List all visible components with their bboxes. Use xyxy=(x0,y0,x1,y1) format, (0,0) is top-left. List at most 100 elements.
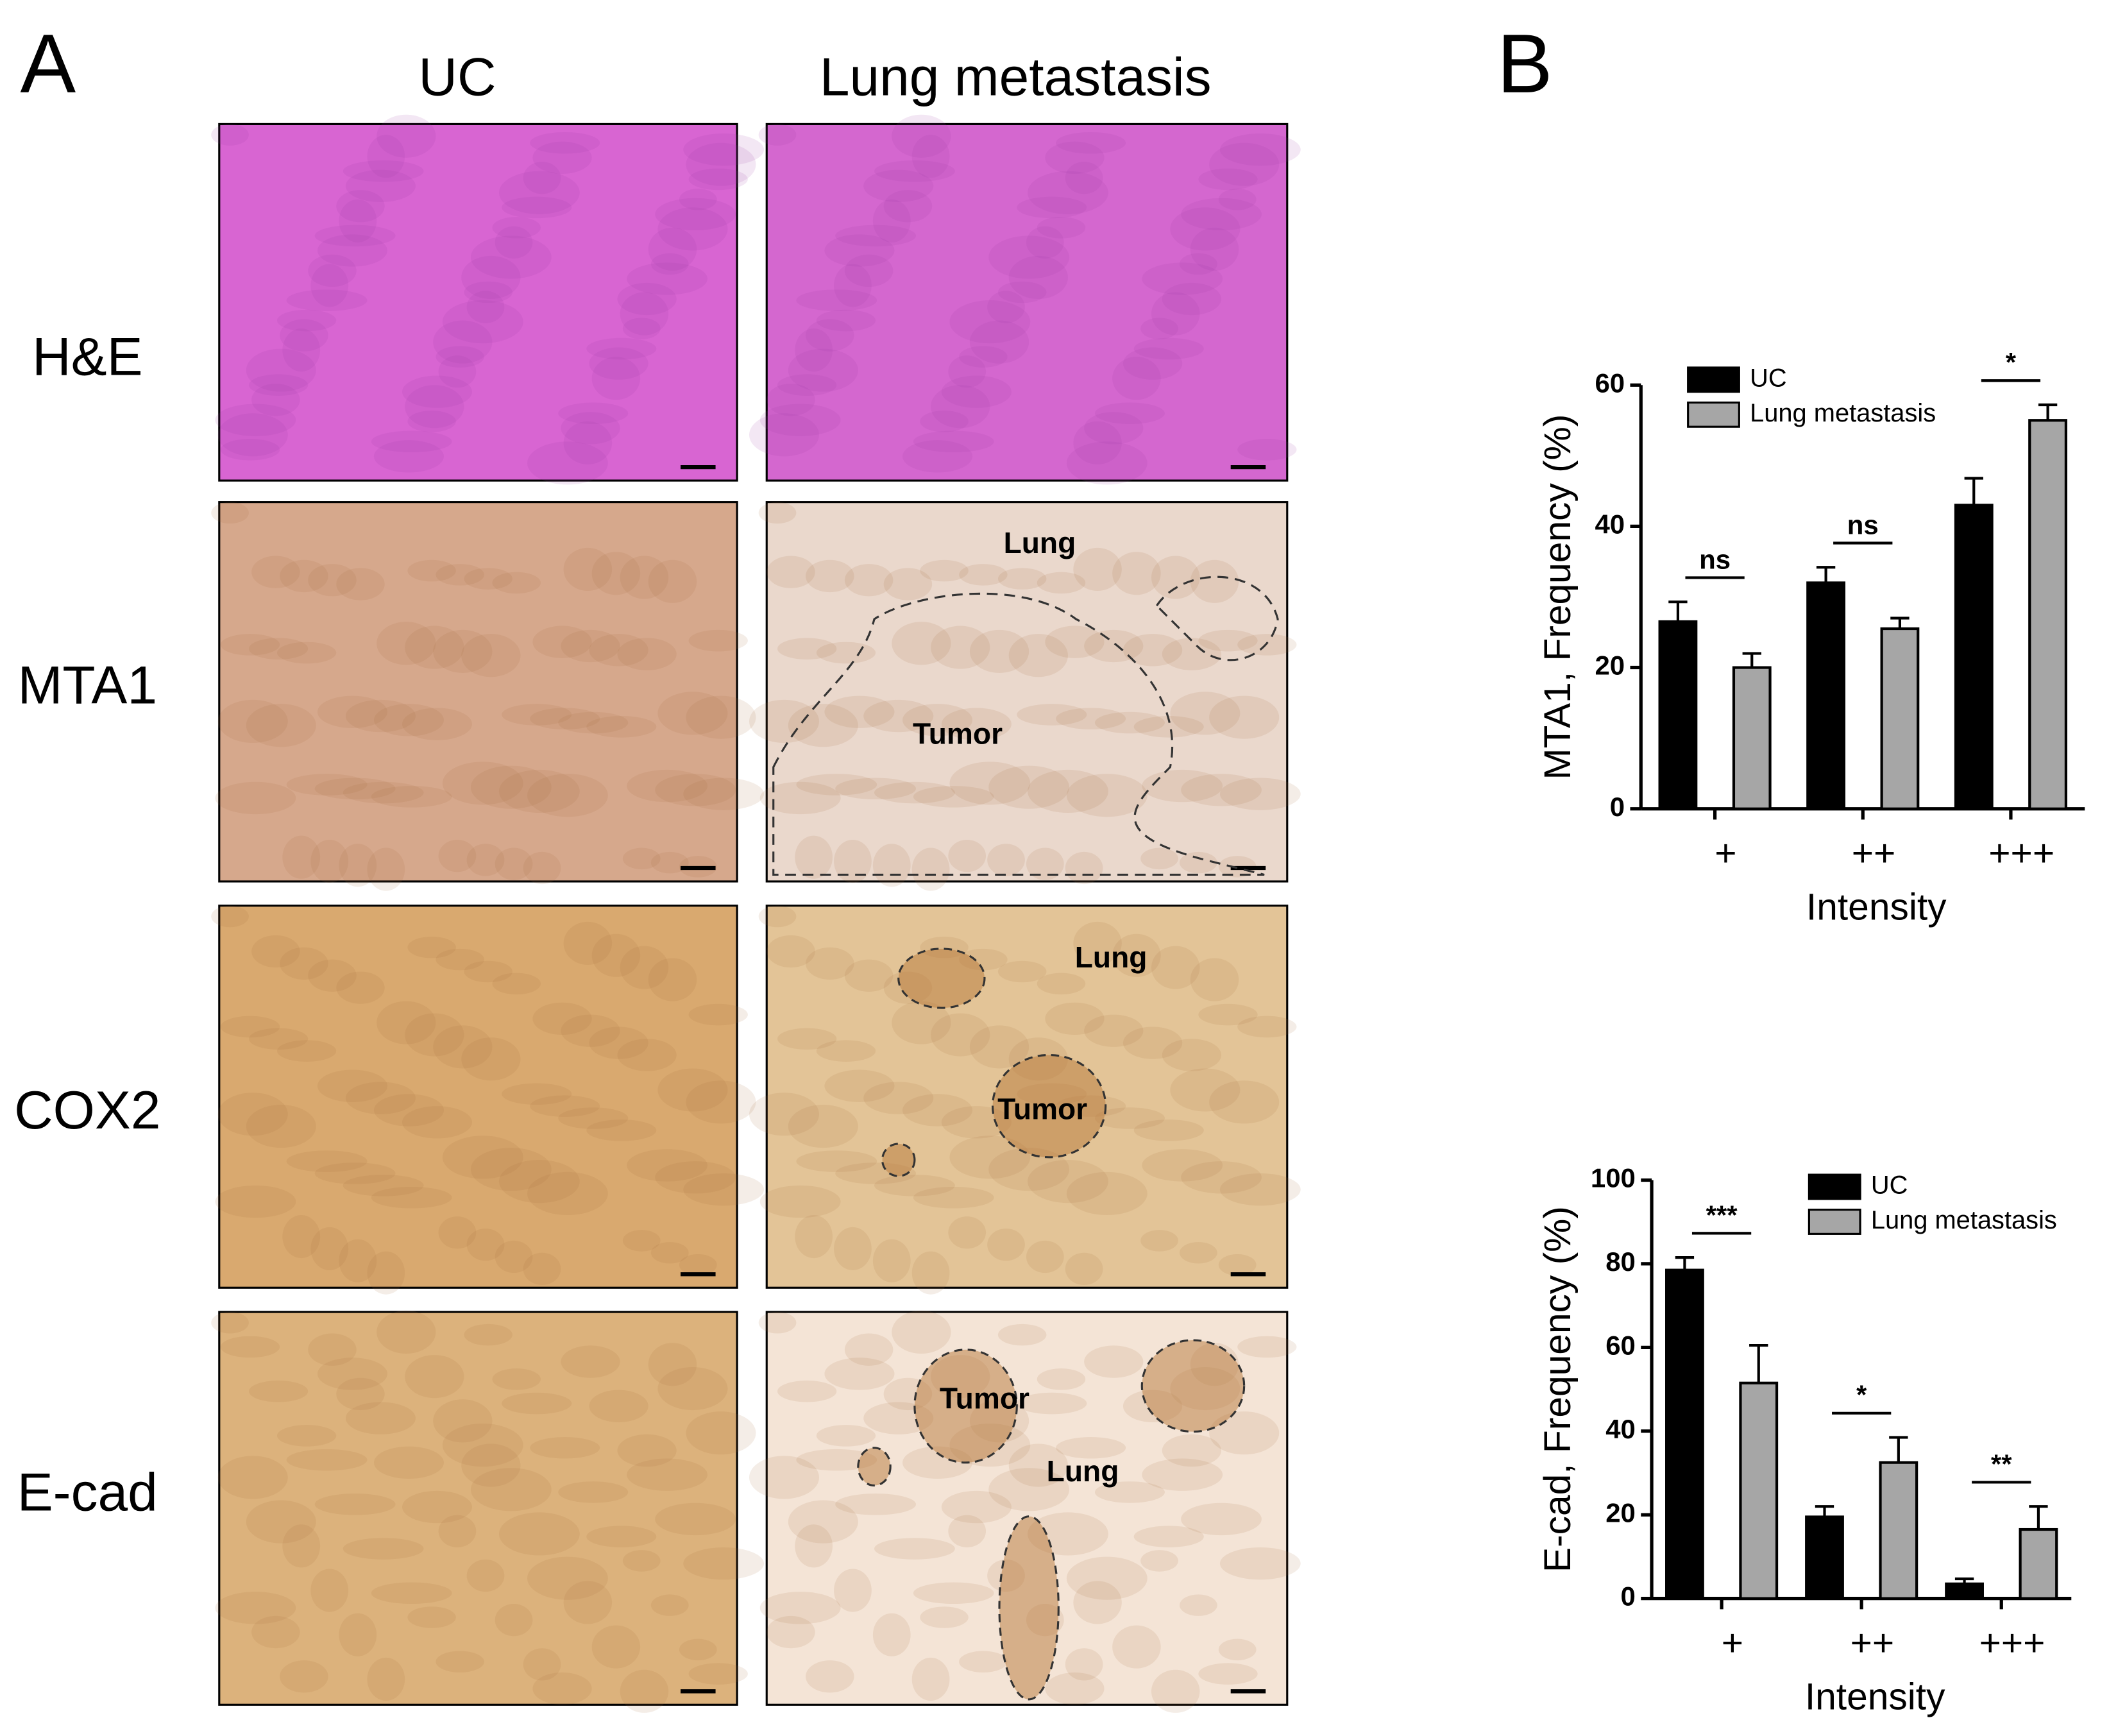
tissue-texture xyxy=(405,1355,464,1399)
tissue-texture xyxy=(433,1025,493,1069)
tissue-texture xyxy=(872,844,911,887)
tissue-texture xyxy=(1198,1003,1258,1026)
tissue-texture xyxy=(523,851,561,885)
tissue-texture xyxy=(1065,162,1103,194)
tissue-texture xyxy=(464,568,512,590)
tissue-texture xyxy=(997,281,1047,303)
tissue-texture xyxy=(959,346,1008,368)
tissue-texture xyxy=(627,769,707,803)
y-tick-label: 40 xyxy=(1595,509,1625,539)
tissue-texture xyxy=(844,1333,894,1366)
tissue-texture xyxy=(683,133,765,166)
tissue-texture xyxy=(788,1500,858,1544)
legend-label: UC xyxy=(1750,364,1787,392)
tissue-texture xyxy=(532,1002,592,1035)
tissue-texture xyxy=(874,1175,955,1196)
tissue-texture xyxy=(796,774,877,796)
tissue-texture xyxy=(941,708,1012,740)
tissue-texture xyxy=(466,1559,505,1592)
tumor-outline xyxy=(1140,1339,1246,1433)
tissue-texture xyxy=(563,1581,613,1624)
bar xyxy=(1954,504,1994,810)
image-annotation: Tumor xyxy=(997,1093,1087,1126)
row-label: COX2 xyxy=(14,1080,160,1140)
tissue-texture xyxy=(1142,1458,1223,1491)
column-header: UC xyxy=(418,46,496,106)
tissue-texture xyxy=(959,564,1008,586)
image-annotation: Lung xyxy=(1075,940,1148,974)
tissue-image xyxy=(218,123,738,482)
tissue-texture xyxy=(1237,1016,1297,1038)
tissue-texture xyxy=(1209,1411,1280,1455)
tissue-texture xyxy=(679,1254,717,1276)
tissue-texture xyxy=(1065,851,1103,885)
tissue-texture xyxy=(1056,1437,1126,1459)
tissue-texture xyxy=(589,347,648,380)
tissue-texture xyxy=(1026,1240,1064,1273)
tissue-texture xyxy=(530,1437,600,1459)
tissue-texture xyxy=(1084,412,1144,445)
tissue-texture xyxy=(872,1239,911,1282)
tissue-texture xyxy=(558,402,629,425)
tissue-texture xyxy=(988,1148,1070,1191)
tissue-texture xyxy=(371,430,452,453)
tissue-texture xyxy=(655,774,736,806)
tissue-texture xyxy=(217,1456,288,1499)
tissue-texture xyxy=(796,1449,877,1471)
tissue-texture xyxy=(863,1082,934,1114)
tissue-texture xyxy=(373,440,444,473)
tissue-texture xyxy=(816,1425,876,1447)
tissue-texture xyxy=(1017,1392,1087,1415)
tissue-texture xyxy=(1181,1502,1262,1536)
tissue-texture xyxy=(1190,958,1239,1001)
tissue-texture xyxy=(280,947,328,980)
tissue-texture xyxy=(997,960,1047,983)
tissue-texture xyxy=(806,1660,854,1693)
tissue-texture xyxy=(407,559,456,582)
tissue-texture xyxy=(377,622,436,665)
tissue-texture xyxy=(336,568,385,600)
tissue-texture xyxy=(495,1240,533,1273)
tissue-texture xyxy=(824,234,895,267)
tissue-texture xyxy=(931,625,990,669)
tissue-texture xyxy=(657,1366,728,1411)
tissue-texture xyxy=(527,1556,608,1600)
tissue-texture xyxy=(495,847,533,880)
tissue-texture xyxy=(795,835,833,879)
tissue-texture xyxy=(835,778,917,800)
tissue-texture xyxy=(892,114,951,158)
tissue-texture xyxy=(1170,207,1241,251)
tissue-texture xyxy=(308,959,357,992)
tissue-texture xyxy=(1180,1241,1217,1264)
tissue-texture xyxy=(438,355,477,388)
tissue-texture xyxy=(436,564,484,586)
tissue-image xyxy=(218,501,738,883)
tissue-texture xyxy=(1237,439,1297,461)
y-tick-label: 20 xyxy=(1595,651,1625,681)
row-label: H&E xyxy=(32,327,142,387)
tissue-texture xyxy=(622,318,661,339)
tissue-texture xyxy=(282,1215,321,1259)
tissue-texture xyxy=(911,1251,950,1295)
tissue-texture xyxy=(367,847,405,891)
tissue-texture xyxy=(620,292,669,336)
tissue-texture xyxy=(883,568,933,600)
tissue-texture xyxy=(902,440,973,473)
tissue-texture xyxy=(844,564,894,597)
tissue-texture xyxy=(683,778,765,810)
tissue-texture xyxy=(1028,769,1108,813)
tissue-texture xyxy=(650,253,689,275)
tissue-texture xyxy=(617,638,677,670)
tissue-texture xyxy=(987,1228,1025,1261)
tissue-texture xyxy=(1112,1625,1161,1669)
tissue-texture xyxy=(310,839,349,883)
tissue-texture xyxy=(788,348,858,392)
tissue-texture xyxy=(1122,347,1183,380)
tissue-texture xyxy=(1094,1481,1165,1503)
tissue-texture xyxy=(308,564,357,597)
tumor-outline xyxy=(857,1447,892,1487)
tissue-texture xyxy=(835,225,917,247)
y-axis-label: MTA1, Frequency (%) xyxy=(1537,414,1579,780)
tissue-texture xyxy=(1198,629,1258,652)
tissue-texture xyxy=(405,385,464,429)
